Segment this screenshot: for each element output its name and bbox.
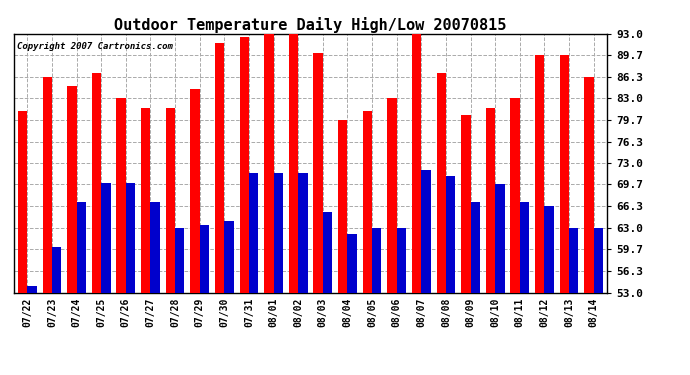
Bar [101, 183, 110, 292]
Bar [446, 176, 455, 292]
Bar [486, 108, 495, 292]
Bar [422, 170, 431, 292]
Bar [126, 183, 135, 292]
Bar [544, 207, 554, 292]
Bar [348, 234, 357, 292]
Bar [584, 77, 593, 292]
Bar [569, 228, 578, 292]
Bar [141, 108, 150, 292]
Bar [313, 53, 323, 292]
Bar [273, 173, 283, 292]
Bar [437, 73, 446, 292]
Title: Outdoor Temperature Daily High/Low 20070815: Outdoor Temperature Daily High/Low 20070… [115, 16, 506, 33]
Bar [18, 111, 28, 292]
Bar [175, 228, 184, 292]
Bar [67, 86, 77, 292]
Bar [52, 247, 61, 292]
Bar [166, 108, 175, 292]
Bar [249, 173, 258, 292]
Bar [461, 115, 471, 292]
Bar [92, 73, 101, 292]
Bar [323, 211, 332, 292]
Bar [43, 77, 52, 292]
Bar [535, 55, 544, 292]
Bar [560, 55, 569, 292]
Bar [511, 99, 520, 292]
Bar [190, 89, 199, 292]
Bar [239, 37, 249, 292]
Bar [77, 202, 86, 292]
Bar [117, 99, 126, 292]
Bar [150, 202, 160, 292]
Bar [397, 228, 406, 292]
Bar [520, 202, 529, 292]
Bar [471, 202, 480, 292]
Bar [387, 99, 397, 292]
Bar [28, 286, 37, 292]
Bar [264, 34, 273, 292]
Bar [215, 44, 224, 292]
Bar [298, 173, 308, 292]
Bar [372, 228, 382, 292]
Bar [495, 184, 504, 292]
Text: Copyright 2007 Cartronics.com: Copyright 2007 Cartronics.com [17, 42, 172, 51]
Bar [289, 34, 298, 292]
Bar [593, 228, 603, 292]
Bar [338, 120, 348, 292]
Bar [224, 221, 234, 292]
Bar [363, 111, 372, 292]
Bar [412, 34, 422, 292]
Bar [199, 225, 209, 292]
